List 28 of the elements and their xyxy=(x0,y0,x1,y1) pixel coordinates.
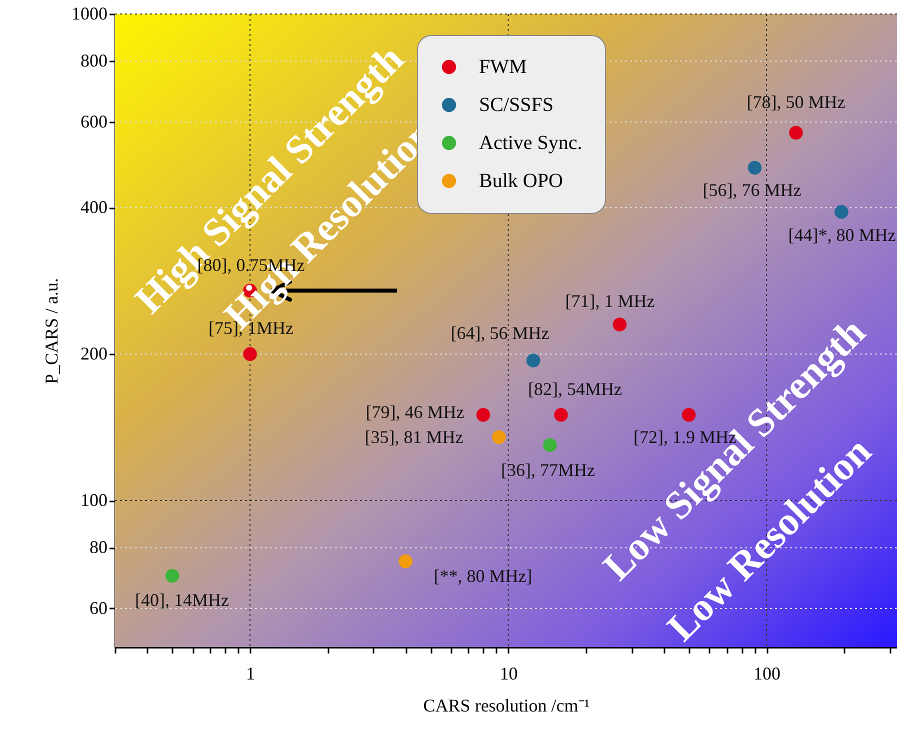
annotation: [40], 14MHz xyxy=(135,590,229,610)
annotation: [**, 80 MHz] xyxy=(434,566,532,586)
annotation: [71], 1 MHz xyxy=(565,291,655,311)
y-tick-label: 80 xyxy=(90,537,108,558)
annotation: [44]*, 80 MHz xyxy=(788,225,896,245)
annotation: [79], 46 MHz xyxy=(366,402,464,422)
annotation: [56], 76 MHz xyxy=(702,180,802,200)
y-tick-label: 200 xyxy=(80,344,108,364)
x-tick-label: 100 xyxy=(754,664,781,684)
legend-label: Bulk OPO xyxy=(479,170,563,192)
y-tick-label: 800 xyxy=(80,50,108,71)
y-tick-label: 60 xyxy=(90,598,108,618)
annotation: [78], 50 MHz xyxy=(746,92,846,112)
legend-label: SC/SSFS xyxy=(479,94,554,116)
x-axis-title: CARS resolution /cm⁻¹ xyxy=(423,696,590,716)
y-tick-label: 600 xyxy=(80,111,108,132)
x-tick-label: 10 xyxy=(500,664,518,684)
y-tick-label: 100 xyxy=(80,490,108,510)
y-tick-label: 1000 xyxy=(72,4,108,24)
x-tick-label: 1 xyxy=(246,664,256,684)
y-axis-title: P_CARS / a.u. xyxy=(42,278,62,384)
y-tick-label: 400 xyxy=(80,197,108,218)
annotation: [64], 56 MHz xyxy=(450,323,550,343)
annotation: [82], 54MHz xyxy=(528,379,622,399)
annotation: [35], 81 MHz xyxy=(364,427,464,447)
annotation: [36], 77MHz xyxy=(501,460,595,480)
legend-label: Active Sync. xyxy=(479,132,582,154)
legend-label: FWM xyxy=(479,56,527,78)
